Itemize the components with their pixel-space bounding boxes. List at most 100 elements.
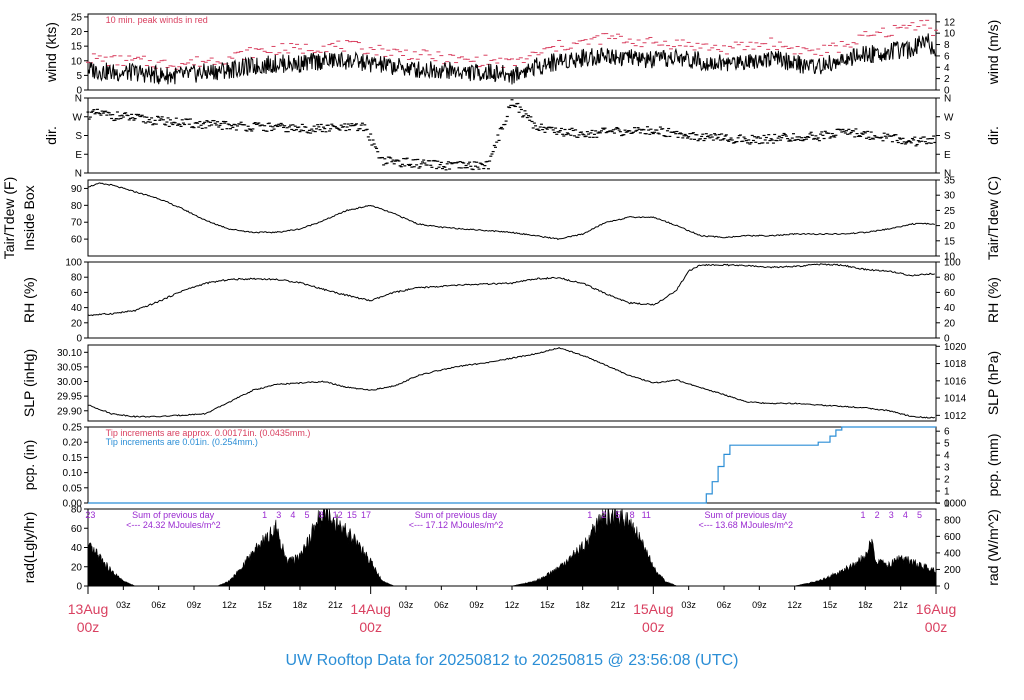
rad-hour-mark: 11 [642,510,651,520]
right-tick-label-slp: 1018 [944,359,967,370]
date-label-top: 14Aug [350,601,390,617]
rad-summary-line2: <--- 17.12 MJoules/m^2 [409,520,504,530]
left-tick-label-dir: E [75,150,82,161]
right-tick-label-rad: 200 [944,565,961,576]
panel-frame-dir [87,97,937,174]
left-tick-label-slp: 29.90 [57,406,82,417]
left-tick-label-rad: 40 [71,543,83,554]
left-tick-label-wind: 0 [76,86,82,97]
date-label-top: 15Aug [633,601,673,617]
rad-hour-mark: 1 [587,510,592,520]
left-tick-label-slp: 30.00 [57,377,82,388]
right-tick-label-wind: 6 [944,51,950,62]
rad-summary-line1: Sum of previous day [705,510,788,520]
rad-hour-mark: 8 [319,510,324,520]
panel-frame-rh [87,261,937,339]
right-tick-label-temp: 35 [944,176,956,187]
rad-hour-mark: 4 [290,510,295,520]
hour-tick-label: 21z [328,600,343,610]
radiation-area [87,508,937,587]
rad-hour-mark: 15 [347,510,357,520]
right-tick-label-temp: 10 [944,252,956,263]
right-tick-label-wind: 2 [944,74,950,85]
rad-hour-mark: 3 [889,510,894,520]
pressure-line [88,346,935,419]
hour-tick-label: 18z [575,600,590,610]
temp-ylabel-right: Tair/Tdew (C) [985,176,1001,260]
left-tick-label-rh: 40 [71,303,83,314]
right-tick-label-wind: 10 [944,29,956,40]
rad-hour-mark: 1 [262,510,267,520]
right-tick-label-slp: 1014 [944,394,967,405]
wind-ylabel-right: wind (m/s) [985,20,1001,86]
rad-hour-mark: 17 [361,510,371,520]
left-tick-label-rh: 60 [71,288,83,299]
slp-ylabel-left: SLP (inHg) [21,349,37,417]
rad-hour-mark: 2 [875,510,880,520]
right-tick-label-rh: 100 [944,258,961,269]
date-label-bottom: 00z [925,619,948,635]
dir-ylabel-left: dir. [43,126,59,145]
time-axis: 03z 06z 09z 12z 15z 18z 21z 03z 06z 09z 12z 15z 18z 2… [68,586,956,635]
hour-tick-label: 15z [540,600,555,610]
hour-tick-label: 18z [858,600,873,610]
left-tick-label-dir: N [75,169,82,180]
left-tick-label-slp: 29.95 [57,392,82,403]
date-label-bottom: 00z [642,619,665,635]
right-tick-label-temp: 20 [944,221,956,232]
hour-tick-label: 03z [681,600,696,610]
rad-ylabel-right: rad (W/m^2) [985,509,1001,586]
hour-tick-label: 03z [399,600,414,610]
right-tick-label-rad: 1000 [944,499,967,510]
mean-wind-line [87,33,936,85]
right-tick-label-pcp: 4 [944,451,950,462]
rad-summary-line2: <--- 13.68 MJoules/m^2 [699,520,794,530]
right-tick-label-slp: 1020 [944,342,967,353]
hour-tick-label: 21z [893,600,908,610]
left-tick-label-slp: 30.10 [57,348,82,359]
left-tick-label-pcp: 0.05 [63,483,83,494]
rh-ylabel-left: RH (%) [21,277,37,323]
right-tick-label-pcp: 2 [944,475,950,486]
date-label-bottom: 00z [77,619,100,635]
pcp-ylabel-left: pcp. (in) [21,440,37,491]
left-tick-label-pcp: 0.20 [63,438,83,449]
hour-tick-label: 06z [434,600,449,610]
date-label-top: 16Aug [916,601,956,617]
rad-hour-mark: 5 [305,510,310,520]
right-tick-label-temp: 25 [944,206,956,217]
right-tick-label-rh: 20 [944,318,956,329]
left-tick-label-temp: 60 [71,235,83,246]
left-tick-label-rh: 100 [65,258,82,269]
left-tick-label-rad: 20 [71,562,83,573]
right-tick-label-wind: 4 [944,63,950,74]
rad-hour-mark: 12 [333,510,343,520]
left-tick-label-temp: 70 [71,218,83,229]
left-tick-label-rh: 0 [76,334,82,345]
left-tick-label-pcp: 0.15 [63,453,83,464]
left-tick-label-temp: 80 [71,201,83,212]
right-tick-label-temp: 30 [944,191,956,202]
hour-tick-label: 09z [752,600,767,610]
right-tick-label-dir: N [944,169,951,180]
left-tick-label-wind: 25 [71,12,83,23]
left-tick-label-rad: 0 [76,582,82,593]
hour-tick-label: 12z [505,600,520,610]
pcp-note-red: Tip increments are approx. 0.00171in. (0… [106,428,311,438]
right-tick-label-dir: E [944,150,951,161]
left-tick-label-pcp: 0.10 [63,468,83,479]
panel-frame-wind [87,13,937,91]
rad-hour-mark: 23 [85,510,95,520]
pcp-ylabel-right: pcp. (mm) [985,434,1001,497]
left-tick-label-pcp: 0.00 [63,499,83,510]
right-tick-label-temp: 15 [944,236,956,247]
hour-tick-label: 15z [257,600,272,610]
rad-hour-mark: 4 [903,510,908,520]
rad-hour-mark: 5 [917,510,922,520]
wind-ylabel-left: wind (kts) [43,22,59,83]
hour-tick-label: 09z [469,600,484,610]
temp-ylabel-left: Tair/Tdew (F) [1,177,17,259]
wind-annotation: 10 min. peak winds in red [106,15,208,25]
left-tick-label-rh: 20 [71,318,83,329]
rad-hour-mark: 3 [276,510,281,520]
